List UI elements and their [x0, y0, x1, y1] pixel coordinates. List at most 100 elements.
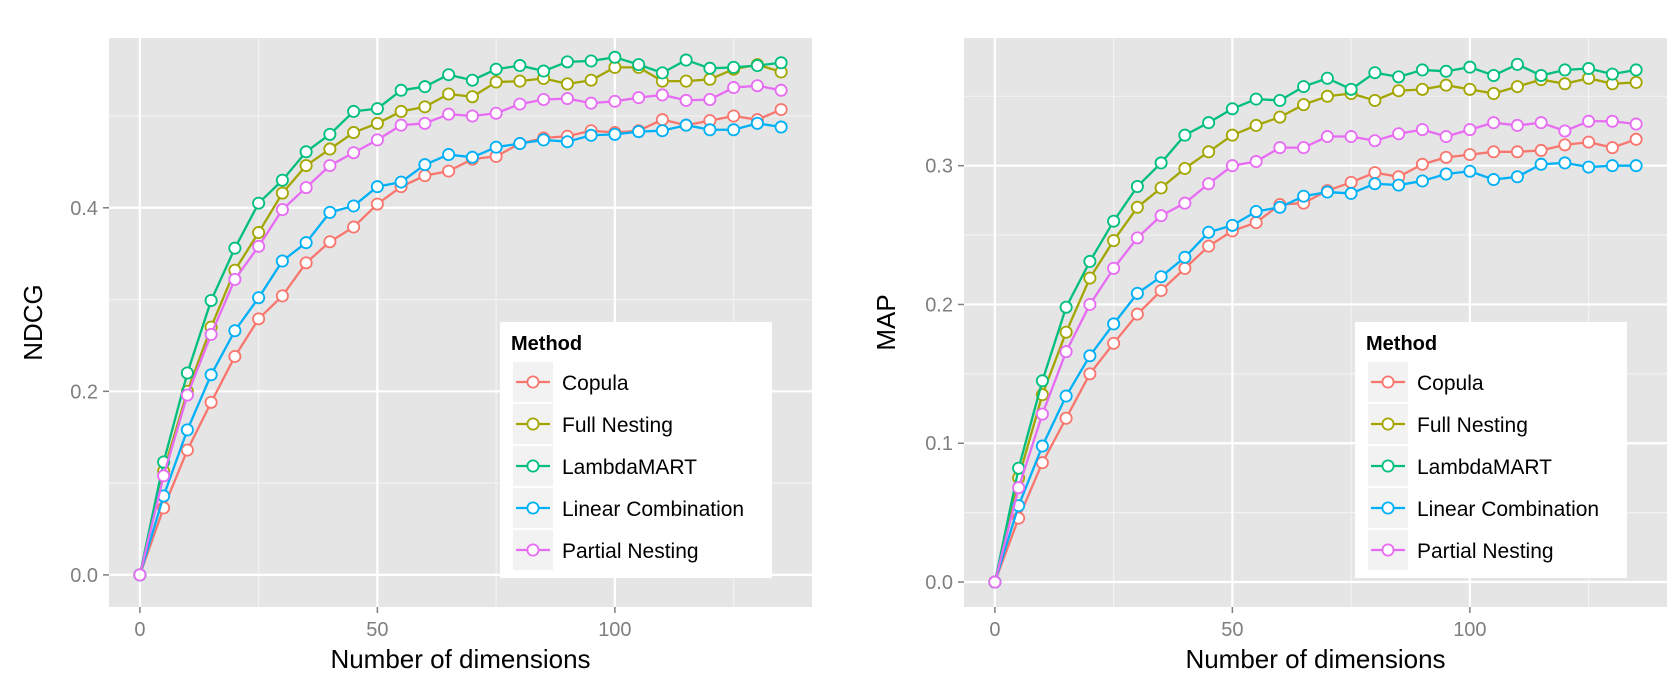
data-point [1439, 167, 1453, 181]
chart-panel-2: 0 50 100 0.0 0.1 0.2 0.3 Number of dimensions MA… [871, 38, 1667, 674]
data-point [442, 164, 456, 178]
legend-key-point [526, 459, 540, 473]
data-point [1107, 214, 1121, 228]
data-point [275, 289, 289, 303]
data-point [774, 120, 788, 134]
legend-label-copula: Copula [1417, 372, 1484, 395]
data-point [1035, 374, 1049, 388]
data-point [703, 72, 717, 86]
data-point [299, 236, 313, 250]
data-point [1534, 116, 1548, 130]
data-point [1510, 145, 1524, 159]
data-point [1202, 116, 1216, 130]
legend-key-point [1381, 501, 1395, 515]
data-point [1415, 63, 1429, 77]
series-lambdamart [133, 50, 788, 582]
data-point [1463, 148, 1477, 162]
data-point [1297, 80, 1311, 94]
data-point [655, 88, 669, 102]
data-point [1487, 68, 1501, 82]
x-tick-label: 100 [1453, 619, 1486, 641]
data-point [1130, 286, 1144, 300]
data-point [1368, 134, 1382, 148]
y-tick-label: 0.0 [70, 565, 98, 587]
series-partial-nesting [133, 79, 788, 582]
data-point [1273, 200, 1287, 214]
legend-label-partial-nesting: Partial Nesting [562, 540, 699, 563]
data-point [1605, 159, 1619, 173]
data-point [1202, 239, 1216, 253]
data-point [1107, 336, 1121, 350]
data-point [323, 142, 337, 156]
data-point [1463, 164, 1477, 178]
y-tick-label: 0.4 [70, 198, 98, 220]
data-point [1249, 92, 1263, 106]
data-point [1558, 138, 1572, 152]
data-point [1605, 141, 1619, 155]
data-point [394, 118, 408, 132]
data-point [1225, 218, 1239, 232]
data-point [442, 148, 456, 162]
data-point [180, 388, 194, 402]
data-point [1487, 87, 1501, 101]
data-point [608, 127, 622, 141]
data-point [537, 64, 551, 78]
data-point [394, 175, 408, 189]
data-point [1107, 261, 1121, 275]
data-point [727, 60, 741, 74]
legend: Method Copula Full Nesting LambdaMART Linear… [1355, 322, 1627, 578]
data-point [537, 133, 551, 147]
data-point [1439, 130, 1453, 144]
data-point [252, 312, 266, 326]
data-point [204, 368, 218, 382]
data-point [323, 159, 337, 173]
legend-key-point [526, 375, 540, 389]
data-point [204, 327, 218, 341]
data-point [632, 125, 646, 139]
data-point [750, 79, 764, 93]
data-point [1202, 225, 1216, 239]
data-point [370, 180, 384, 194]
data-point [655, 113, 669, 127]
data-point [1344, 82, 1358, 96]
legend-key-point [1381, 543, 1395, 557]
series-lambdamart [988, 57, 1643, 589]
data-point [1178, 128, 1192, 142]
y-axis-title: NDCG [18, 284, 48, 361]
data-point [513, 59, 527, 73]
data-point [1368, 66, 1382, 80]
data-point [774, 103, 788, 117]
data-point [1154, 270, 1168, 284]
legend-label-linear-combination: Linear Combination [562, 498, 744, 521]
y-axis-title: MAP [871, 294, 901, 350]
data-point [560, 77, 574, 91]
data-point [1178, 161, 1192, 175]
data-point [299, 159, 313, 173]
legend-label-partial-nesting: Partial Nesting [1417, 540, 1554, 563]
data-point [1154, 209, 1168, 223]
legend-key-point [526, 543, 540, 557]
legend-key-point [1381, 375, 1395, 389]
data-point [1344, 186, 1358, 200]
data-point [370, 133, 384, 147]
data-point [1249, 216, 1263, 230]
data-point [1510, 170, 1524, 184]
data-point [1368, 177, 1382, 191]
data-point [418, 158, 432, 172]
data-point [465, 150, 479, 164]
data-point [560, 92, 574, 106]
data-point [370, 116, 384, 130]
data-point [228, 349, 242, 363]
data-point [1534, 157, 1548, 171]
data-point [275, 203, 289, 217]
data-point [418, 116, 432, 130]
data-point [703, 123, 717, 137]
data-point [442, 107, 456, 121]
data-point [370, 197, 384, 211]
data-point [1582, 160, 1596, 174]
data-point [157, 469, 171, 483]
legend-key-point [526, 417, 540, 431]
data-point [1558, 156, 1572, 170]
data-point [1534, 143, 1548, 157]
x-tick-label: 100 [598, 619, 631, 641]
